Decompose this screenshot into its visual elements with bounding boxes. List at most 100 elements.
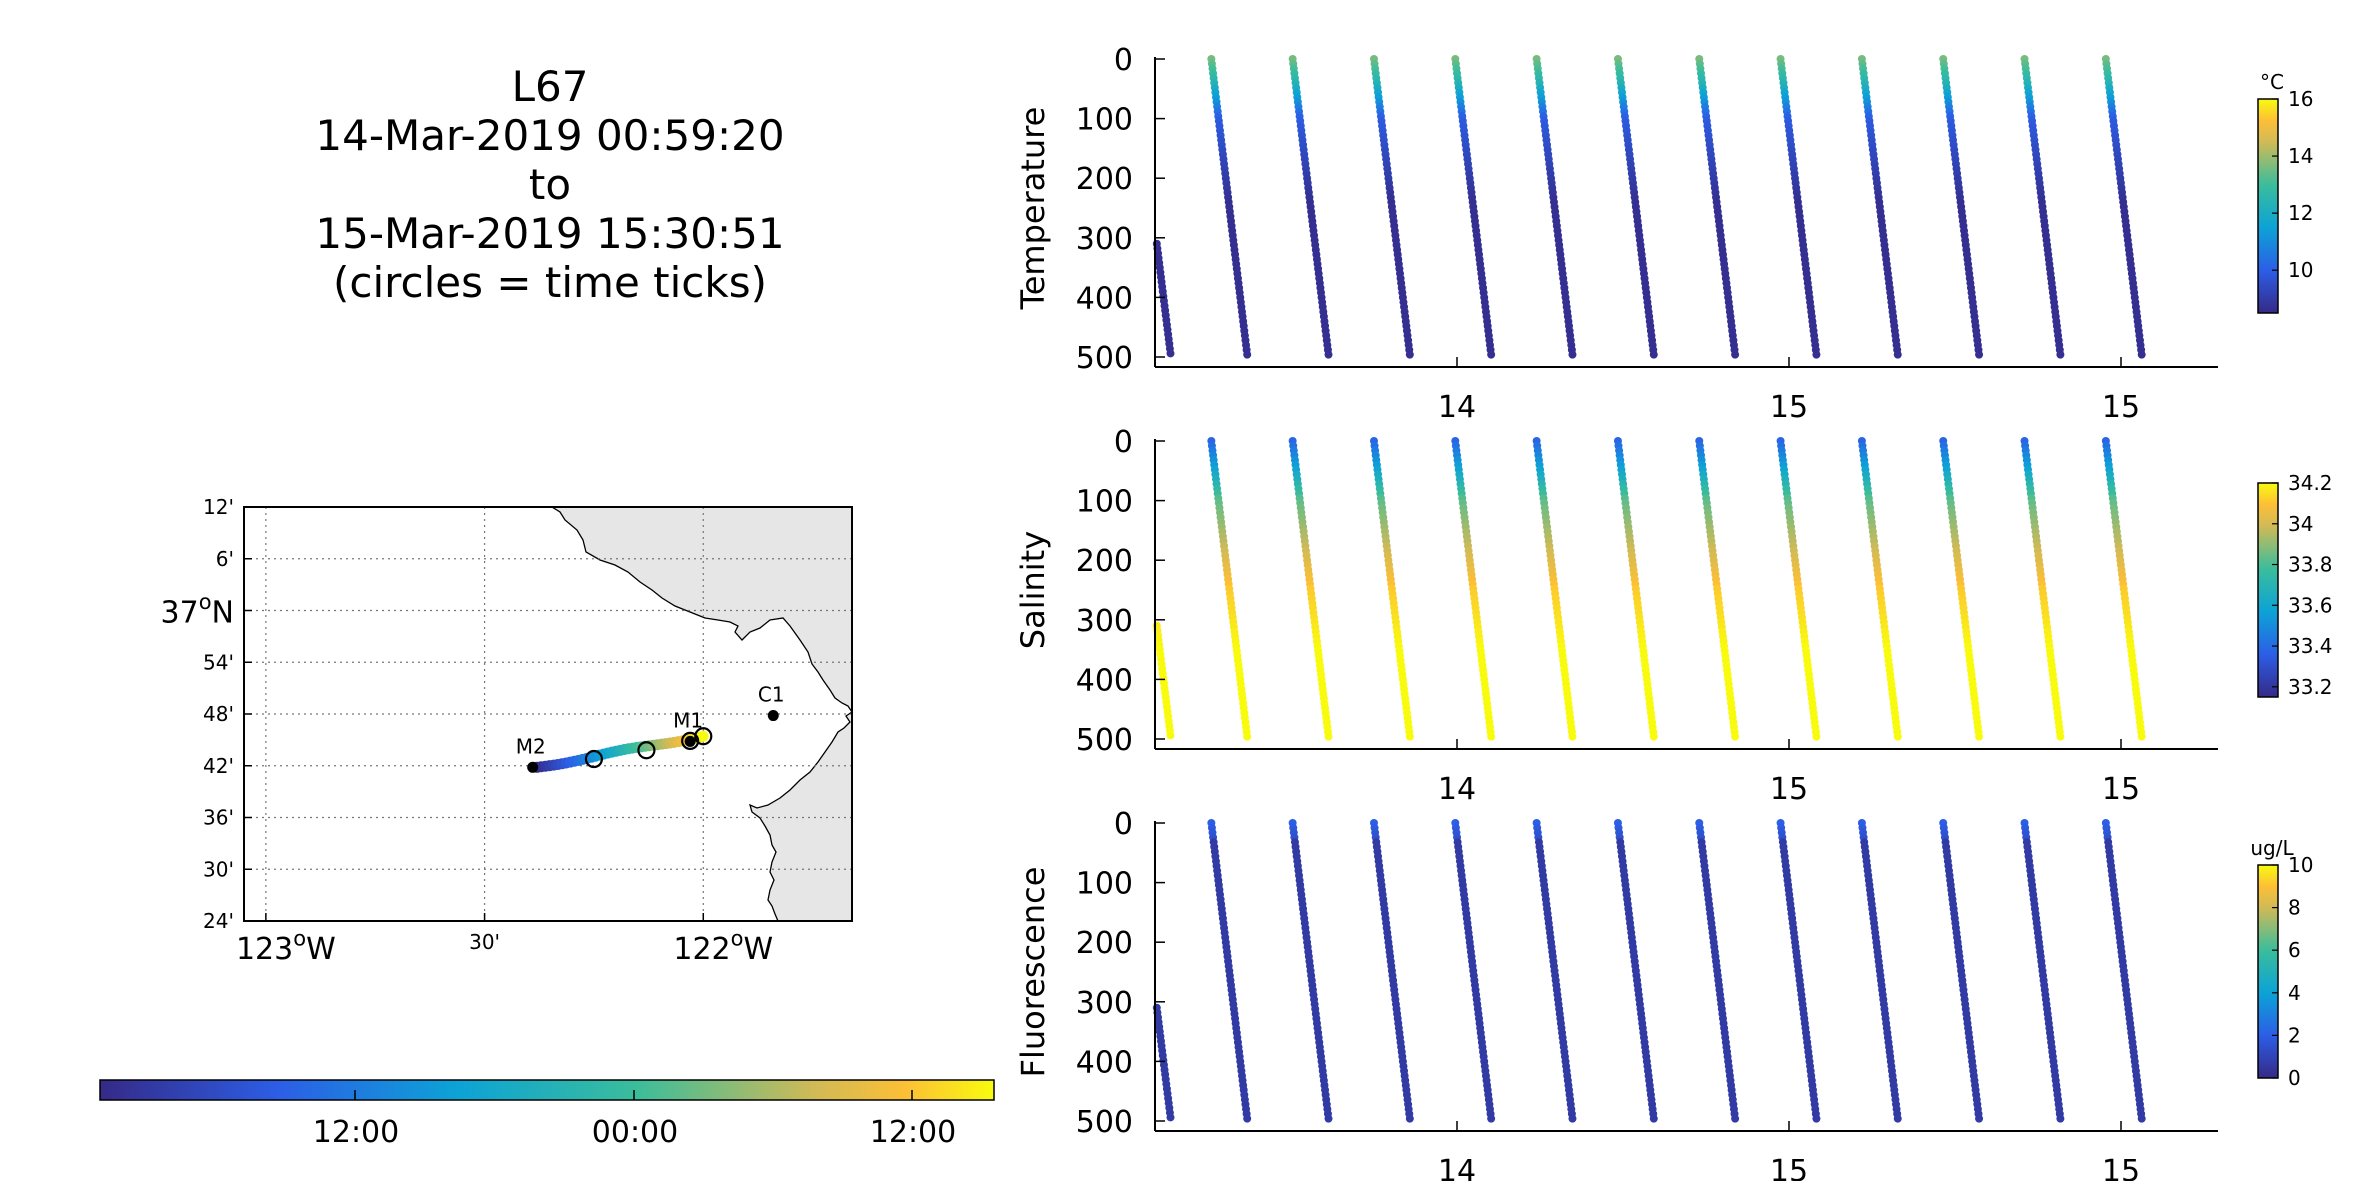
y-tick-label: 500 bbox=[1076, 723, 1133, 758]
colorbar-tick-label: 10 bbox=[2288, 258, 2313, 282]
track-point bbox=[697, 730, 709, 742]
x-tick-label: 15 bbox=[2102, 1154, 2140, 1181]
y-tick-label: 300 bbox=[1076, 222, 1133, 257]
map-lat-tick: 30' bbox=[203, 857, 234, 881]
profile-point bbox=[2056, 732, 2065, 741]
map-lat-tick: 36' bbox=[203, 806, 234, 830]
profile-point bbox=[1487, 1114, 1496, 1123]
y-tick-label: 100 bbox=[1076, 867, 1133, 902]
station-marker bbox=[684, 735, 696, 747]
y-tick-label: 500 bbox=[1076, 1105, 1133, 1140]
station-label: M1 bbox=[673, 708, 703, 732]
colorbar-tick-label: 33.6 bbox=[2288, 593, 2333, 617]
profile-point bbox=[1166, 731, 1175, 740]
y-tick-label: 200 bbox=[1076, 926, 1133, 961]
profile-point bbox=[1405, 350, 1414, 359]
title-line-note: (circles = time ticks) bbox=[333, 258, 767, 307]
station-marker bbox=[527, 761, 539, 773]
x-tick-label: 15 bbox=[2102, 390, 2140, 425]
colorbar-tick-label: 33.2 bbox=[2288, 675, 2333, 699]
profile-point bbox=[1893, 1114, 1902, 1123]
colorbar-tick-label: 34 bbox=[2288, 512, 2313, 536]
x-tick-label: 14 bbox=[1438, 390, 1476, 425]
time-tick-1: 12:00 bbox=[313, 1115, 399, 1150]
colorbar-gradient bbox=[2257, 98, 2279, 314]
map-panel: 12' 6' 37oN 54' 48' 42' 36' 30' 24' 123oW 30' 122o… bbox=[161, 495, 853, 967]
profile-point bbox=[1649, 732, 1658, 741]
x-tick-label: 15 bbox=[1770, 1154, 1808, 1181]
y-axis-label: Fluorescence bbox=[1014, 867, 1052, 1078]
y-tick-label: 200 bbox=[1076, 162, 1133, 197]
y-tick-label: 500 bbox=[1076, 341, 1133, 376]
station-marker bbox=[767, 710, 779, 722]
title-line-end: 15-Mar-2019 15:30:51 bbox=[315, 209, 785, 258]
title-line-start: 14-Mar-2019 00:59:20 bbox=[315, 111, 785, 160]
profile-point bbox=[1243, 732, 1252, 741]
profile-point bbox=[1166, 1113, 1175, 1122]
map-lon-tick: 30' bbox=[469, 930, 500, 954]
time-tick-circle bbox=[694, 727, 713, 746]
map-lat-tick: 12' bbox=[203, 495, 234, 519]
time-tick-2: 00:00 bbox=[592, 1115, 678, 1150]
profile-point bbox=[1324, 350, 1333, 359]
y-tick-label: 100 bbox=[1076, 485, 1133, 520]
chart-title: L67 14-Mar-2019 00:59:20 to 15-Mar-2019 … bbox=[230, 62, 870, 307]
y-tick-label: 300 bbox=[1076, 604, 1133, 639]
time-colorbar: 12:00 00:00 12:00 bbox=[99, 1079, 995, 1150]
profile-point bbox=[1166, 349, 1175, 358]
map-lon-tick: 123oW bbox=[236, 927, 336, 968]
y-tick-label: 0 bbox=[1114, 807, 1133, 842]
profile-point bbox=[1568, 1114, 1577, 1123]
profile-point bbox=[1975, 1114, 1984, 1123]
title-line-to: to bbox=[528, 160, 572, 209]
y-tick-label: 100 bbox=[1076, 103, 1133, 138]
map-lon-labels: 123oW 30' 122oW bbox=[236, 913, 773, 967]
x-tick-label: 15 bbox=[1770, 390, 1808, 425]
colorbar-tick-label: 10 bbox=[2288, 853, 2313, 877]
y-tick-label: 300 bbox=[1076, 986, 1133, 1021]
y-tick-label: 400 bbox=[1076, 663, 1133, 698]
profile-point bbox=[1812, 732, 1821, 741]
colorbar-tick-label: 6 bbox=[2288, 938, 2301, 962]
map-lat-tick: 37oN bbox=[161, 590, 235, 631]
colorbar-gradient bbox=[2257, 864, 2279, 1079]
profile-point bbox=[1405, 732, 1414, 741]
profile-point bbox=[1812, 1114, 1821, 1123]
y-tick-label: 400 bbox=[1076, 281, 1133, 316]
y-axis-label: Temperature bbox=[1014, 107, 1052, 311]
profile-point bbox=[1243, 1114, 1252, 1123]
colorbar-tick-label: 33.8 bbox=[2288, 553, 2333, 577]
profile-point bbox=[1893, 350, 1902, 359]
map-stations: M2 M1 C1 bbox=[516, 683, 785, 773]
profile-point bbox=[1731, 1114, 1740, 1123]
colorbar-tick-label: 33.4 bbox=[2288, 634, 2333, 658]
profile-point bbox=[1731, 350, 1740, 359]
profile-point bbox=[1975, 350, 1984, 359]
profile-point bbox=[1649, 350, 1658, 359]
map-lat-labels: 12' 6' 37oN 54' 48' 42' 36' 30' 24' bbox=[161, 495, 252, 933]
profile-point bbox=[1975, 732, 1984, 741]
colorbar-tick-label: 2 bbox=[2288, 1023, 2301, 1047]
profile-point bbox=[1568, 732, 1577, 741]
map-lat-tick: 24' bbox=[203, 909, 234, 933]
y-tick-label: 400 bbox=[1076, 1045, 1133, 1080]
profile-point bbox=[1405, 1114, 1414, 1123]
x-tick-label: 15 bbox=[2102, 772, 2140, 807]
x-tick-label: 15 bbox=[1770, 772, 1808, 807]
profile-point bbox=[1324, 732, 1333, 741]
colorbar-tick-label: 14 bbox=[2288, 144, 2313, 168]
map-lat-tick: 6' bbox=[216, 547, 234, 571]
colorbar-tick-label: 34.2 bbox=[2288, 471, 2333, 495]
profile-point bbox=[2137, 732, 2146, 741]
time-tick-circle bbox=[584, 749, 604, 769]
map-land bbox=[550, 507, 852, 921]
profile-point bbox=[1487, 732, 1496, 741]
profile-point bbox=[2056, 350, 2065, 359]
y-tick-label: 200 bbox=[1076, 544, 1133, 579]
profile-point bbox=[1487, 350, 1496, 359]
panel-temperature: 0 100 200 300 400 500 14 15 15 Temperature 16 14 12 1… bbox=[1014, 43, 2313, 425]
x-tick-label: 14 bbox=[1438, 772, 1476, 807]
y-axis-label: Salinity bbox=[1014, 531, 1052, 649]
